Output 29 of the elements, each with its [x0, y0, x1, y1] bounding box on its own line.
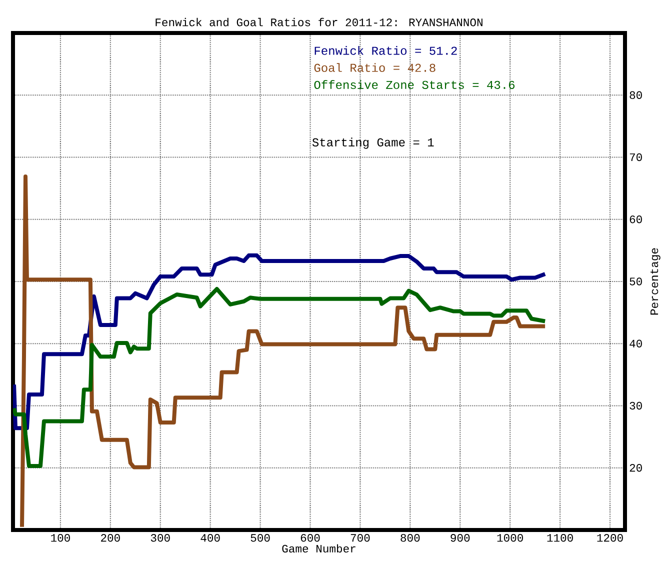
text: Goal Ratio = 42.8	[314, 63, 436, 72]
x-tick-label: 300	[150, 534, 170, 542]
x-tick-label: 1200	[597, 534, 623, 542]
x-tick-label: 200	[101, 534, 120, 542]
x-tick-label: 900	[450, 534, 470, 542]
x-tick-label: 600	[300, 534, 320, 542]
x-tick-label: 800	[400, 534, 420, 542]
x-tick-label: 100	[51, 534, 70, 542]
y-tick-label: 30	[630, 402, 642, 410]
line-series	[13, 286, 548, 468]
y-tick-label: 40	[630, 340, 642, 348]
x-axis-title: Game Number	[282, 544, 356, 553]
text: Offensive Zone Starts = 43.6	[314, 80, 515, 89]
x-tick-label: 1100	[547, 534, 573, 542]
y-tick-label: 20	[630, 464, 642, 472]
y-axis-title: Percentage	[650, 248, 660, 315]
line-series	[20, 174, 548, 529]
x-tick-label: 500	[250, 534, 270, 542]
y-tick-label: 60	[630, 216, 642, 224]
x-tick-label: 1000	[497, 534, 523, 542]
y-tick-label: 80	[630, 91, 642, 99]
x-tick-label: 400	[200, 534, 220, 542]
annotation: Starting Game = 1	[312, 138, 434, 149]
line-series	[13, 253, 548, 430]
text: Fenwick Ratio = 51.2	[314, 46, 457, 55]
y-tick-label: 50	[630, 278, 642, 286]
x-tick-label: 700	[350, 534, 370, 542]
y-tick-label: 70	[630, 153, 642, 162]
chart-title: Fenwick and Goal Ratios for 2011-12: RYANSHANNON	[156, 18, 482, 26]
